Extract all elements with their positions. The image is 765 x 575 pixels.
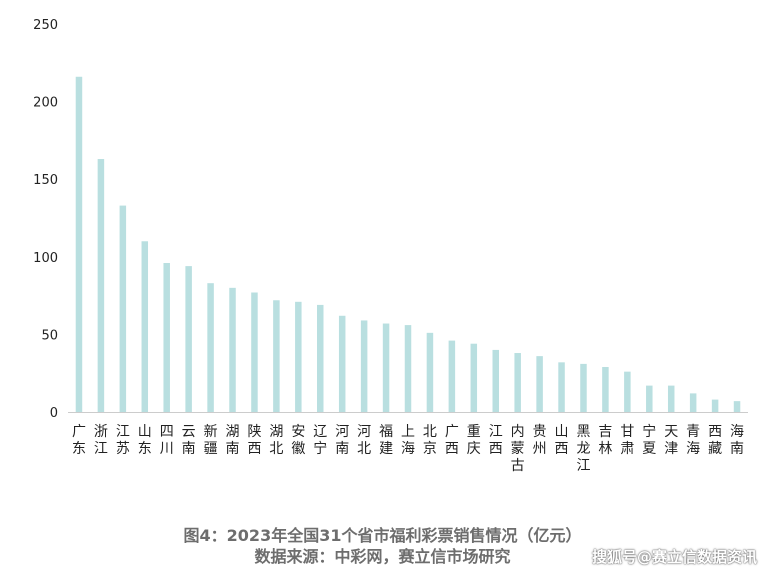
bar-7: [229, 287, 236, 412]
y-tick-label: 50: [41, 328, 58, 343]
chart-caption-source: 数据来源：中彩网，赛立信市场研究: [254, 547, 511, 566]
x-tick-label: 河南: [335, 424, 349, 457]
x-tick-label: 湖南: [226, 424, 240, 457]
bar-23: [580, 363, 587, 412]
x-tick-label: 广西: [445, 424, 459, 457]
bar-8: [251, 292, 258, 412]
bar-10: [295, 301, 302, 412]
y-tick-label: 150: [33, 173, 58, 188]
x-tick-label: 北京: [423, 424, 437, 457]
bar-28: [689, 393, 697, 412]
bar-14: [382, 323, 390, 412]
x-tick-label: 陕西: [247, 424, 261, 457]
bar-27: [667, 385, 675, 412]
bar-20: [514, 353, 521, 412]
bar-30: [733, 401, 741, 412]
x-tick-label: 浙江: [94, 424, 108, 457]
bar-18: [470, 343, 478, 412]
bar-4: [163, 263, 170, 412]
x-tick-label: 吉林: [598, 424, 612, 457]
y-tick-label: 0: [50, 406, 58, 421]
x-tick-label: 山东: [138, 424, 152, 457]
x-tick-label: 广东: [72, 424, 86, 457]
x-tick-label: 宁夏: [642, 423, 656, 457]
bar-16: [426, 332, 434, 412]
x-tick-label: 四川: [160, 424, 174, 457]
bar-19: [492, 349, 499, 412]
bar-6: [207, 283, 214, 412]
x-tick-label: 重庆: [467, 424, 481, 457]
x-tick-label: 山西: [555, 424, 569, 457]
bar-1: [97, 159, 105, 412]
x-tick-label: 海南: [730, 424, 744, 457]
bar-3: [141, 241, 149, 412]
x-tick-label: 云南: [182, 424, 196, 457]
bar-11: [317, 304, 324, 412]
bar-5: [185, 266, 192, 412]
y-tick-label: 200: [33, 96, 58, 111]
x-axis-labels: 广东浙江江苏山东四川云南新疆湖南陕西湖北安徽辽宁河南河北福建上海北京广西重庆江西…: [72, 423, 744, 474]
bar-24: [602, 366, 609, 412]
x-tick-label: 青海: [686, 424, 700, 457]
x-tick-label: 安徽: [291, 424, 305, 457]
x-tick-label: 河北: [357, 424, 371, 457]
bar-29: [711, 399, 719, 412]
x-tick-label: 贵州: [533, 424, 547, 457]
bar-2: [119, 205, 127, 412]
bar-12: [338, 315, 346, 412]
y-tick-label: 250: [33, 18, 58, 33]
x-tick-label: 江苏: [116, 424, 130, 457]
bar-9: [273, 300, 280, 412]
x-tick-label: 上海: [401, 424, 415, 457]
bar-22: [558, 362, 565, 412]
chart-caption-title: 图4：2023年全国31个省市福利彩票销售情况（亿元）: [183, 526, 582, 545]
bar-0: [75, 76, 83, 412]
bar-26: [646, 385, 653, 412]
watermark: 搜狐号@赛立信数据资讯: [591, 548, 757, 566]
x-tick-label: 新疆: [204, 424, 218, 457]
x-tick-label: 黑龙江: [576, 424, 590, 474]
x-tick-label: 辽宁: [313, 424, 327, 457]
x-tick-label: 甘肃: [620, 424, 634, 457]
x-tick-label: 西藏: [708, 424, 722, 457]
bar-17: [448, 340, 456, 412]
x-tick-label: 湖北: [269, 424, 283, 457]
bar-21: [536, 356, 543, 412]
x-tick-label: 内蒙古: [511, 424, 525, 474]
bars-group: [75, 76, 741, 412]
bar-13: [360, 320, 368, 412]
y-tick-label: 100: [33, 251, 58, 266]
bar-15: [404, 325, 412, 412]
x-tick-label: 天津: [664, 424, 678, 457]
y-axis-ticks: 0 50 100 150 200 250: [33, 18, 58, 421]
x-tick-label: 福建: [379, 424, 393, 457]
x-tick-label: 江西: [489, 424, 503, 457]
bar-25: [624, 371, 631, 412]
